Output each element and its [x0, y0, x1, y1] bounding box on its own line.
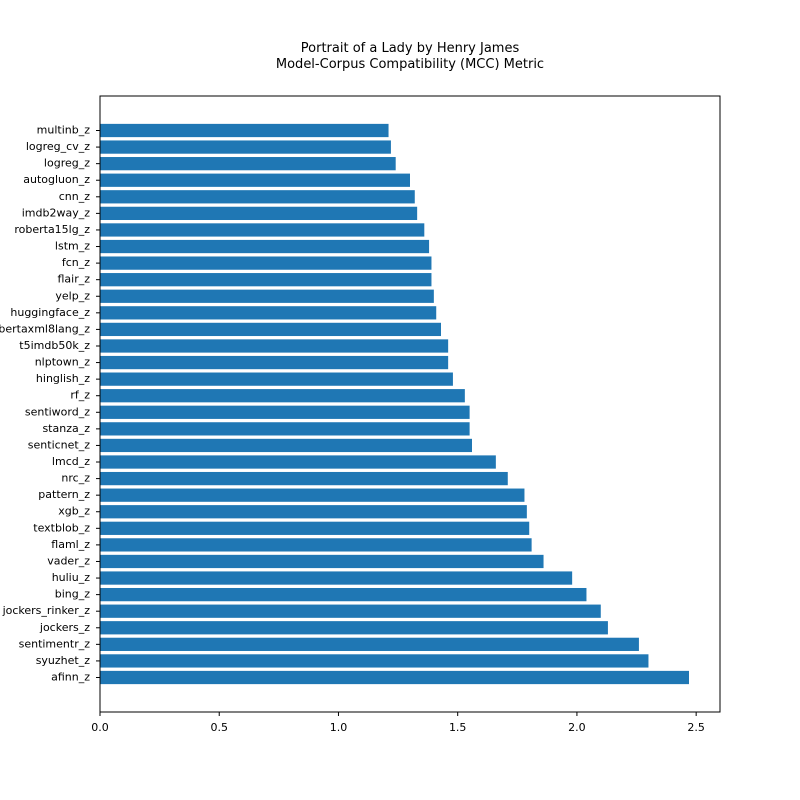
- bar-autogluon_z: [100, 173, 410, 187]
- bar-flair_z: [100, 273, 432, 287]
- x-tick-label: 0.5: [210, 721, 228, 734]
- bars-layer: [100, 123, 689, 685]
- y-tick-label: t5imdb50k_z: [19, 339, 90, 352]
- bar-rf_z: [100, 389, 465, 403]
- bar-jockers_z: [100, 621, 608, 635]
- chart-title: Portrait of a Lady by Henry James: [301, 41, 520, 56]
- y-tick-label: multinb_z: [37, 124, 91, 137]
- bar-syuzhet_z: [100, 654, 649, 668]
- bar-stanza_z: [100, 422, 470, 436]
- y-tick-label: jockers_rinker_z: [2, 604, 91, 617]
- bar-jockers_rinker_z: [100, 604, 601, 618]
- y-tick-label: logreg_z: [44, 157, 90, 170]
- x-tick-label: 2.0: [568, 721, 586, 734]
- bar-bing_z: [100, 587, 587, 602]
- y-tick-label: pattern_z: [38, 488, 90, 501]
- y-tick-label: huliu_z: [52, 571, 91, 584]
- bar-xgb_z: [100, 505, 527, 519]
- bar-imdb2way_z: [100, 206, 418, 221]
- bar-logreg_cv_z: [100, 140, 391, 154]
- y-tick-label: textblob_z: [33, 521, 90, 534]
- y-tick-label: sentiword_z: [25, 405, 90, 418]
- x-tick-label: 2.5: [687, 721, 705, 734]
- bar-t5imdb50k_z: [100, 339, 449, 353]
- y-tick-label: yelp_z: [55, 289, 90, 302]
- y-tick-label: sentimentr_z: [19, 637, 91, 650]
- y-axis-ticks: multinb_z logreg_cv_z logreg_z autogluon_zc…: [0, 124, 100, 684]
- y-tick-label: xgb_z: [58, 505, 90, 518]
- y-tick-label: afinn_z: [51, 671, 90, 684]
- y-tick-label: logreg_cv_z: [26, 140, 90, 153]
- y-tick-label: huggingface_z: [10, 306, 90, 319]
- y-tick-label: nrc_z: [61, 472, 90, 485]
- x-tick-label: 0.0: [91, 721, 109, 734]
- bar-senticnet_z: [100, 438, 472, 453]
- bar-logreg_z: [100, 157, 396, 171]
- y-tick-label: fcn_z: [62, 256, 90, 269]
- bar-sentiword_z: [100, 405, 470, 419]
- bar-cnn_z: [100, 190, 415, 204]
- y-tick-label: flair_z: [57, 273, 90, 286]
- bar-robertaxml8lang_z: [100, 322, 441, 337]
- chart-subtitle: Model-Corpus Compatibility (MCC) Metric: [276, 57, 544, 72]
- bar-lstm_z: [100, 239, 430, 254]
- y-tick-label: imdb2way_z: [22, 206, 90, 219]
- y-tick-label: autogluon_z: [23, 173, 90, 186]
- y-tick-label: lstm_z: [55, 240, 90, 253]
- bar-huggingface_z: [100, 306, 437, 320]
- bar-yelp_z: [100, 289, 434, 303]
- bar-pattern_z: [100, 488, 525, 502]
- y-tick-label: senticnet_z: [28, 438, 90, 451]
- bar-hinglish_z: [100, 372, 453, 386]
- y-tick-label: robertaxml8lang_z: [0, 322, 90, 335]
- bar-sentimentr_z: [100, 637, 639, 651]
- y-tick-label: roberta15lg_z: [14, 223, 90, 236]
- bar-huliu_z: [100, 571, 573, 585]
- x-tick-label: 1.0: [330, 721, 348, 734]
- bar-lmcd_z: [100, 455, 496, 469]
- y-tick-label: syuzhet_z: [36, 654, 91, 667]
- y-tick-label: lmcd_z: [52, 455, 90, 468]
- bar-multinb_z: [100, 123, 389, 138]
- x-axis-ticks: 0.0 0.5 1.0 1.5 2.0 2.5: [91, 712, 705, 734]
- bar-flaml_z: [100, 538, 532, 552]
- y-tick-label: bing_z: [55, 588, 90, 601]
- bar-vader_z: [100, 554, 544, 569]
- x-tick-label: 1.5: [449, 721, 467, 734]
- bar-roberta15lg_z: [100, 223, 425, 237]
- y-tick-label: nlptown_z: [35, 356, 91, 369]
- y-tick-label: rf_z: [70, 389, 90, 402]
- bar-afinn_z: [100, 670, 689, 685]
- y-tick-label: hinglish_z: [36, 372, 90, 385]
- bar-textblob_z: [100, 521, 530, 535]
- y-tick-label: jockers_z: [39, 621, 90, 634]
- y-tick-label: cnn_z: [59, 190, 90, 203]
- bar-nrc_z: [100, 471, 508, 486]
- y-tick-label: stanza_z: [42, 422, 90, 435]
- bar-fcn_z: [100, 256, 432, 270]
- y-tick-label: flaml_z: [51, 538, 90, 551]
- plot-frame: [99, 95, 721, 713]
- y-tick-label: vader_z: [47, 554, 90, 567]
- bar-nlptown_z: [100, 355, 449, 370]
